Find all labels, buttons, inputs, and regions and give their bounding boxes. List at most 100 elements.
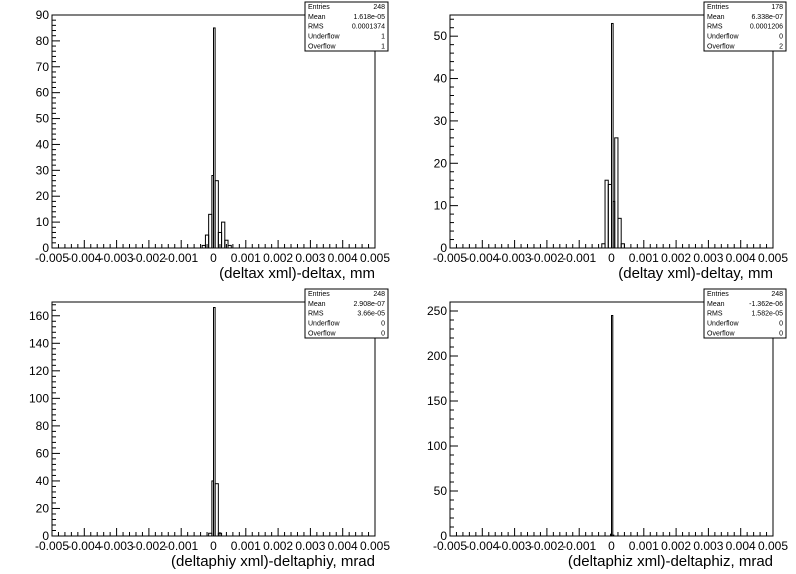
x-tick-label: -0.001 [562, 251, 596, 265]
stats-label: RMS [707, 311, 723, 318]
stats-label: Underflow [308, 33, 340, 40]
x-tick-label: 0 [608, 251, 615, 265]
x-tick-label: 0 [608, 539, 615, 553]
stats-label: Entries [707, 291, 729, 298]
stats-box-frame [304, 1, 389, 52]
x-axis-title: (deltaphiz xml)-deltaphiz, mrad [568, 553, 773, 570]
histogram-bin [614, 137, 619, 249]
histogram-bin [611, 22, 614, 249]
x-tick-label: -0.004 [465, 251, 499, 265]
x-axis-title: (deltaphiy xml)-deltaphiy, mrad [171, 553, 375, 570]
stats-value: 6.338e-07 [751, 14, 783, 21]
y-tick-label: 80 [36, 419, 50, 433]
y-tick-label: 140 [29, 336, 49, 350]
stats-value: 248 [373, 291, 385, 298]
x-tick-label: -0.001 [562, 539, 596, 553]
x-tick-label: 0.005 [758, 251, 788, 265]
x-tick-label: -0.003 [100, 251, 134, 265]
x-tick-label: -0.002 [132, 251, 166, 265]
stats-box-frame [703, 1, 787, 52]
y-tick-label: 70 [36, 60, 50, 74]
x-tick-label: 0.001 [629, 251, 659, 265]
y-tick-label: 50 [434, 484, 448, 498]
x-tick-label: 0.001 [231, 251, 261, 265]
histogram-bin [612, 534, 615, 537]
x-tick-label: 0.003 [693, 539, 723, 553]
y-tick-label: 10 [434, 199, 448, 213]
y-tick-label: 20 [36, 501, 50, 515]
y-tick-label: 160 [29, 309, 49, 323]
y-tick-label: 0 [440, 241, 447, 255]
histogram-bin [221, 221, 226, 249]
y-tick-label: 90 [36, 8, 50, 22]
stats-label: RMS [308, 24, 324, 31]
x-tick-label: -0.002 [530, 251, 564, 265]
y-tick-label: 60 [36, 446, 50, 460]
stats-value: 1.618e-05 [353, 14, 385, 21]
x-tick-label: 0.002 [661, 251, 691, 265]
y-tick-label: 50 [36, 112, 50, 126]
stats-label: Overflow [308, 43, 337, 50]
x-axis-title: (deltax xml)-deltax, mm [219, 265, 375, 282]
stats-label: Entries [707, 4, 729, 11]
y-tick-label: 80 [36, 34, 50, 48]
stats-box-frame [304, 288, 389, 339]
histogram-bin [611, 315, 614, 537]
y-tick-label: 100 [427, 439, 447, 453]
stats-label: Overflow [308, 330, 337, 337]
histogram-panel-4: 050100150200250-0.005-0.004-0.003-0.002-… [427, 288, 788, 570]
y-tick-label: 60 [36, 86, 50, 100]
x-tick-label: -0.004 [67, 251, 101, 265]
stats-value: 0.0001374 [352, 24, 385, 31]
histogram-bin [213, 307, 216, 537]
x-tick-label: 0 [210, 251, 217, 265]
y-tick-label: 30 [36, 163, 50, 177]
x-tick-label: -0.002 [132, 539, 166, 553]
x-tick-label: 0.003 [693, 251, 723, 265]
histogram-bin [227, 244, 232, 249]
y-tick-label: 20 [434, 156, 448, 170]
x-tick-label: -0.005 [433, 539, 467, 553]
x-axis-title: (deltay xml)-deltay, mm [618, 265, 773, 282]
y-tick-label: 120 [29, 364, 49, 378]
stats-value: 3.66e-05 [357, 311, 385, 318]
histogram-bin [214, 180, 219, 249]
stats-value: 0 [779, 330, 783, 337]
y-tick-label: 150 [427, 394, 447, 408]
histogram-panel-2: 01020304050-0.005-0.004-0.003-0.002-0.00… [433, 1, 788, 282]
stats-value: 0 [779, 33, 783, 40]
y-tick-label: 0 [42, 241, 49, 255]
stats-box: Entries 248 Mean 1.618e-05 RMS 0.0001374 Under… [304, 1, 389, 52]
stats-box: Entries 248 Mean -1.362e-06 RMS 1.582e-05 Unde… [703, 288, 787, 339]
stats-label: Underflow [707, 320, 739, 327]
x-tick-label: -0.001 [164, 251, 198, 265]
x-tick-label: -0.003 [100, 539, 134, 553]
x-tick-label: -0.003 [498, 539, 532, 553]
x-tick-label: -0.004 [67, 539, 101, 553]
y-tick-label: 40 [36, 137, 50, 151]
stats-label: Overflow [707, 330, 736, 337]
x-tick-label: 0.004 [726, 251, 756, 265]
stats-value: 248 [771, 291, 783, 298]
stats-box: Entries 248 Mean 2.908e-07 RMS 3.66e-05 Underf… [304, 288, 389, 339]
stats-value: 1.582e-05 [751, 311, 783, 318]
x-tick-label: 0.004 [328, 539, 358, 553]
stats-value: 1 [381, 33, 385, 40]
x-tick-label: 0.005 [758, 539, 788, 553]
y-tick-label: 40 [36, 474, 50, 488]
y-tick-label: 40 [434, 72, 448, 86]
x-tick-label: 0.004 [328, 251, 358, 265]
x-tick-label: 0.005 [360, 251, 390, 265]
stats-value: 0 [381, 320, 385, 327]
histogram-bin [617, 217, 622, 249]
x-tick-label: -0.003 [498, 251, 532, 265]
stats-label: Entries [308, 291, 330, 298]
histogram-bin [620, 243, 625, 249]
histogram-panel-3: 020406080100120140160-0.005-0.004-0.003-… [29, 288, 390, 570]
histogram-bin [214, 483, 219, 537]
stats-label: RMS [308, 311, 324, 318]
stats-box: Entries 178 Mean 6.338e-07 RMS 0.0001206 Under… [703, 1, 787, 52]
histogram-bin [213, 27, 216, 249]
stats-label: Underflow [308, 320, 340, 327]
stats-box-frame [703, 288, 787, 339]
